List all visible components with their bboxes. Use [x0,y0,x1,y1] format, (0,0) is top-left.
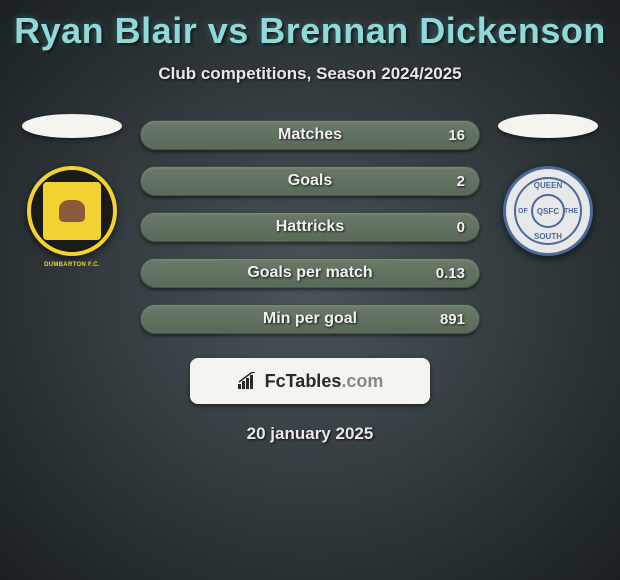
brand-box: FcTables.com [190,358,430,404]
stat-label: Hattricks [276,218,344,236]
brand-name: FcTables [265,371,342,391]
stat-row-goals-per-match: Goals per match 0.13 [140,258,480,288]
page-title: Ryan Blair vs Brennan Dickenson [14,10,606,52]
date-text: 20 january 2025 [247,424,374,444]
stat-row-goals: Goals 2 [140,166,480,196]
main-row: DUMBARTON F.C. Matches 16 Goals 2 Hattri… [0,114,620,334]
chart-icon [237,372,259,390]
brand-text: FcTables.com [265,371,384,392]
stat-value: 16 [448,127,465,144]
stat-label: Min per goal [263,310,357,328]
club-badge-left: DUMBARTON F.C. [27,166,117,256]
stats-column: Matches 16 Goals 2 Hattricks 0 Goals per… [140,114,480,334]
badge-left-shield [43,182,101,240]
stat-row-matches: Matches 16 [140,120,480,150]
elephant-icon [59,200,85,222]
player-left-photo [22,114,122,138]
club-badge-right: QUEEN SOUTH OF THE QSFC [503,166,593,256]
subtitle: Club competitions, Season 2024/2025 [158,64,461,84]
stat-row-hattricks: Hattricks 0 [140,212,480,242]
stat-row-min-per-goal: Min per goal 891 [140,304,480,334]
badge-left-text: DUMBARTON F.C. [44,262,100,268]
badge-right-right-text: THE [564,208,578,215]
badge-right-left-text: OF [518,208,528,215]
stat-value: 891 [440,311,465,328]
player-right-column: QUEEN SOUTH OF THE QSFC [498,114,598,256]
player-left-column: DUMBARTON F.C. [22,114,122,256]
player-right-photo [498,114,598,138]
badge-right-top-text: QUEEN [534,181,562,190]
badge-right-center-text: QSFC [531,194,565,228]
stat-label: Goals per match [247,264,372,282]
brand-suffix: .com [341,371,383,391]
comparison-card: Ryan Blair vs Brennan Dickenson Club com… [0,0,620,444]
stat-value: 0.13 [436,265,465,282]
stat-label: Goals [288,172,332,190]
badge-right-bottom-text: SOUTH [534,232,562,241]
stat-label: Matches [278,126,342,144]
stat-value: 2 [457,173,465,190]
badge-right-ring: QUEEN SOUTH OF THE QSFC [514,177,582,245]
stat-value: 0 [457,219,465,236]
